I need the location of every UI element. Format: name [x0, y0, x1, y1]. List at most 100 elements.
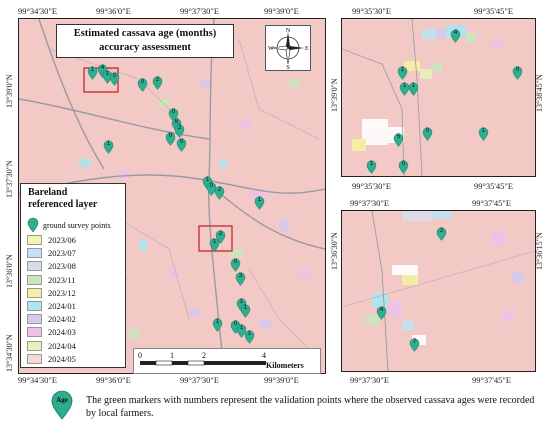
- main-marker-24: 1: [244, 330, 255, 344]
- inset-bottom-marker-1: 4: [376, 306, 387, 320]
- map-pin-icon: [393, 133, 404, 147]
- legend-item-label: 2023/12: [48, 287, 76, 298]
- caption-age-marker: Age: [50, 390, 74, 420]
- map-pin-icon: [235, 272, 246, 286]
- map-pin-icon: [103, 140, 114, 154]
- main-marker-23-label: 1: [239, 325, 244, 331]
- legend-item-label: 2024/05: [48, 353, 76, 364]
- main-marker-2-label: 1: [105, 71, 110, 77]
- main-bottom-lon-1: 99°34'30"E: [18, 375, 58, 385]
- main-marker-6: 0: [168, 108, 179, 122]
- main-lat-1: 13°39'0"N: [5, 74, 14, 108]
- legend-swatch: [27, 301, 42, 311]
- scale-tick-1: 1: [170, 351, 174, 360]
- legend-swatch: [27, 340, 42, 351]
- compass-n: N: [286, 28, 291, 34]
- main-marker-15-label: 2: [218, 231, 223, 237]
- legend-item-label: 2024/04: [48, 340, 76, 351]
- legend-swatch: [27, 248, 42, 259]
- map-pin-icon: [214, 186, 225, 200]
- main-top-lon-1: 99°34'30"E: [18, 6, 58, 16]
- main-marker-14: 2: [214, 186, 225, 200]
- main-marker-9: 0: [165, 132, 176, 146]
- legend-swatch: [27, 287, 42, 298]
- legend-item-label: 2023/06: [48, 235, 76, 245]
- inset-bottom-marker-2: 7: [409, 338, 420, 352]
- legend-item-label: 2023/11: [48, 274, 76, 285]
- main-marker-22-label: 0: [233, 321, 238, 327]
- inset-top-marker-9: 0: [398, 160, 409, 174]
- inset-top-lon-2: 99°35'45"E: [474, 6, 514, 16]
- legend-item-8: 2024/04: [27, 340, 76, 351]
- map-pin-icon: [254, 196, 265, 210]
- legend-title: Bareland referenced layer: [28, 187, 97, 211]
- legend-swatch: [27, 261, 42, 272]
- main-marker-11: 0: [176, 138, 187, 152]
- inset-map-bottom: [341, 210, 536, 372]
- map-pin-icon: [366, 160, 377, 174]
- inset-top-marker-8: 1: [366, 160, 377, 174]
- main-marker-19-label: 1: [239, 299, 244, 305]
- inset-bottom-marker-0: 2: [436, 227, 447, 241]
- inset-top-marker-0: 4: [450, 29, 461, 43]
- inset-bottom-marker-1-label: 4: [379, 307, 384, 313]
- main-marker-23: 1: [236, 324, 247, 338]
- map-pin-icon: [478, 127, 489, 141]
- inset-top-marker-3: 1: [408, 82, 419, 96]
- legend-swatch: [27, 353, 42, 364]
- map-title-line1: Estimated cassava age (months): [73, 28, 217, 39]
- main-marker-8: 2: [174, 124, 185, 138]
- map-pin-icon: [236, 324, 247, 338]
- legend-item-label: 2024/02: [48, 314, 76, 325]
- inset-top-lat-1: 13°39'0"N: [330, 78, 339, 112]
- scale-tick-4: 4: [262, 351, 266, 360]
- legend-item-label: 2023/07: [48, 248, 76, 259]
- inset-bottom-bottom-lon-2: 99°37'45"E: [472, 375, 512, 385]
- main-marker-20: 1: [240, 304, 251, 318]
- inset-top-lon-1: 99°35'30"E: [352, 6, 392, 16]
- main-marker-25-label: 1: [257, 197, 262, 203]
- scale-unit: Kilometers: [266, 361, 304, 370]
- map-pin-icon: [27, 217, 39, 233]
- map-title: Estimated cassava age (months) accuracy …: [56, 24, 234, 58]
- legend-title-line2: referenced layer: [28, 199, 98, 210]
- inset-top-bottom-lon-2: 99°35'45"E: [474, 181, 514, 191]
- main-marker-18: 3: [235, 272, 246, 286]
- scale-tick-0: 0: [138, 351, 142, 360]
- main-marker-21: 1: [212, 318, 223, 332]
- main-bottom-lon-3: 99°37'30"E: [180, 375, 220, 385]
- legend-item-label: 2023/08: [48, 261, 76, 272]
- map-pin-icon: [244, 330, 255, 344]
- inset-top-marker-2: 1: [399, 82, 410, 96]
- scale-tick-2: 2: [202, 351, 206, 360]
- main-top-lon-2: 99°36'0"E: [96, 6, 131, 16]
- main-lat-4: 13°34'30"N: [5, 334, 14, 372]
- main-top-lon-4: 99°39'0"E: [264, 6, 299, 16]
- map-pin-icon: [152, 76, 163, 90]
- inset-top-marker-9-label: 0: [401, 161, 406, 167]
- main-marker-16-label: 1: [212, 239, 217, 245]
- main-marker-5-label: 2: [155, 77, 160, 83]
- map-pin-icon: [137, 78, 148, 92]
- main-marker-17-label: 0: [233, 259, 238, 265]
- legend-item-0: 2023/06: [27, 235, 76, 245]
- map-pin-icon: [168, 108, 179, 122]
- main-marker-4-label: 0: [140, 79, 145, 85]
- main-marker-16: 1: [209, 238, 220, 252]
- main-marker-4: 0: [137, 78, 148, 92]
- map-pin-icon: [165, 132, 176, 146]
- main-marker-20-label: 1: [243, 305, 248, 311]
- main-marker-13-label: 0: [209, 183, 214, 189]
- inset-bottom-marker-2-label: 7: [412, 339, 417, 345]
- inset-top-marker-1-label: 1: [400, 67, 405, 73]
- main-marker-5: 2: [152, 76, 163, 90]
- main-marker-14-label: 2: [217, 187, 222, 193]
- map-pin-icon: [174, 124, 185, 138]
- map-pin-icon: [512, 66, 523, 80]
- legend-swatch: [27, 327, 42, 338]
- inset-top-marker-0-label: 4: [453, 30, 458, 36]
- main-marker-1-label: 4: [100, 65, 105, 71]
- inset-locator-bottom: [198, 225, 233, 252]
- compass-s: S: [286, 65, 289, 70]
- inset-top-marker-6-label: 0: [425, 128, 430, 134]
